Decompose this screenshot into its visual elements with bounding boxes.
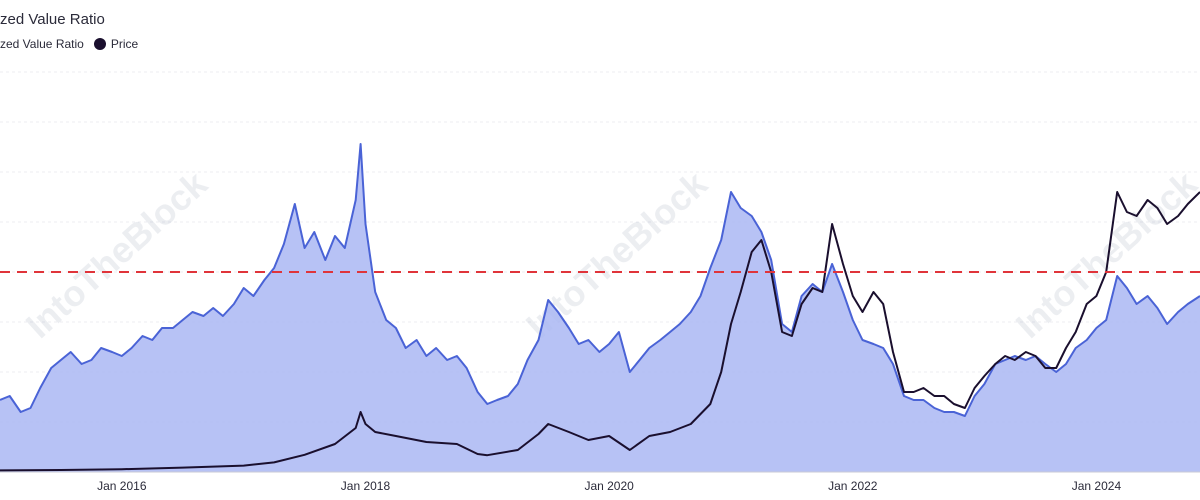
x-tick-label: Jan 2024 bbox=[1072, 479, 1122, 493]
x-tick-label: Jan 2018 bbox=[341, 479, 391, 493]
legend-label-price: Price bbox=[110, 37, 139, 51]
x-tick-label: Jan 2016 bbox=[97, 479, 147, 493]
x-axis-ticks: Jan 2016 Jan 2018 Jan 2020 Jan 2022 Jan 2024 bbox=[97, 479, 1121, 493]
legend-dot-icon bbox=[93, 38, 106, 50]
price-line bbox=[0, 191, 1200, 472]
legend: zed Value Ratio Price bbox=[0, 37, 148, 51]
x-tick-label: Jan 2022 bbox=[828, 479, 878, 493]
legend-item-price[interactable]: Price bbox=[93, 37, 139, 51]
chart-title: zed Value Ratio bbox=[0, 11, 105, 28]
legend-item-ratio[interactable]: zed Value Ratio bbox=[0, 37, 84, 51]
x-tick-label: Jan 2020 bbox=[584, 479, 634, 493]
ratio-area bbox=[0, 144, 1200, 472]
legend-label-ratio: zed Value Ratio bbox=[0, 37, 84, 51]
